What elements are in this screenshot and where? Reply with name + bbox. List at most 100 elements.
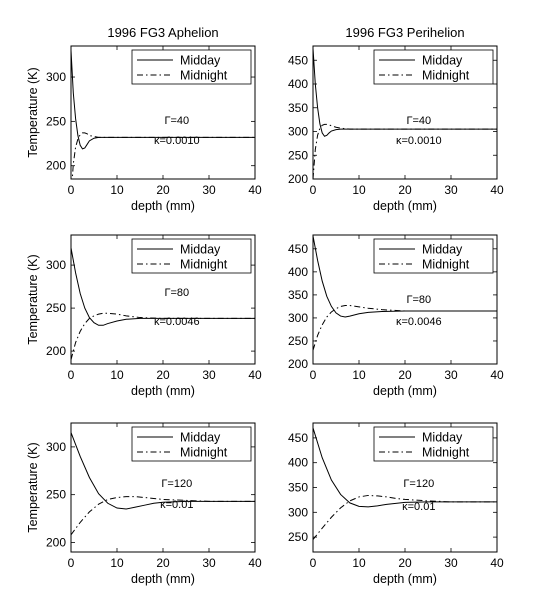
x-tick-label: 30 — [444, 368, 458, 382]
legend-label-midnight: Midnight — [180, 258, 228, 272]
y-tick-label: 450 — [288, 53, 308, 67]
x-tick-label: 30 — [202, 183, 216, 197]
x-axis-label: depth (mm) — [131, 384, 195, 398]
legend-label-midday: Midday — [180, 54, 221, 68]
y-tick-label: 200 — [46, 159, 66, 173]
y-tick-label: 300 — [46, 258, 66, 272]
y-tick-label: 350 — [288, 101, 308, 115]
legend-box — [373, 49, 494, 85]
x-tick-label: 20 — [398, 183, 412, 197]
annotation-kappa: κ=0.0010 — [396, 135, 442, 147]
x-tick-label: 10 — [110, 556, 124, 570]
series-line-midnight — [313, 123, 497, 179]
annotation-gamma: Γ=120 — [403, 478, 434, 490]
series-line-midday — [313, 235, 497, 318]
series-line-midnight — [71, 496, 255, 536]
x-tick-label: 10 — [352, 368, 366, 382]
y-tick-label: 400 — [288, 77, 308, 91]
subplot-5: 0 10 20 30 40 200 250 300 depth (mm) Temperature … — [26, 422, 262, 586]
y-tick-label: 300 — [46, 440, 66, 454]
annotation-gamma: Γ=40 — [406, 115, 431, 127]
series-line-midnight — [71, 132, 255, 179]
x-axis-label: depth (mm) — [373, 572, 437, 586]
annotation-gamma: Γ=80 — [406, 294, 431, 306]
x-tick-label: 0 — [310, 183, 317, 197]
legend-label-midday: Midday — [422, 431, 463, 445]
annotation-gamma: Γ=80 — [164, 287, 189, 299]
x-axis-label: depth (mm) — [373, 199, 437, 213]
y-tick-label: 250 — [46, 488, 66, 502]
series-line-midday — [71, 247, 255, 326]
x-tick-label: 40 — [490, 556, 504, 570]
legend-box — [131, 238, 252, 274]
y-tick-label: 200 — [46, 344, 66, 358]
x-tick-label: 20 — [398, 556, 412, 570]
subplot-1: 0 10 20 30 40 200 250 300 1996 FG3 Aphelion depth… — [26, 25, 262, 213]
x-tick-label: 30 — [202, 368, 216, 382]
x-axis-label: depth (mm) — [373, 384, 437, 398]
annotation-gamma: Γ=120 — [161, 478, 192, 490]
legend-label-midnight: Midnight — [180, 446, 228, 460]
x-tick-label: 40 — [248, 183, 262, 197]
series-line-midday — [71, 432, 255, 510]
x-tick-label: 10 — [352, 556, 366, 570]
series-line-midday — [313, 48, 497, 137]
x-tick-label: 10 — [352, 183, 366, 197]
x-tick-label: 0 — [310, 368, 317, 382]
y-tick-label: 250 — [46, 301, 66, 315]
legend-label-midday: Midday — [180, 431, 221, 445]
annotation-kappa: κ=0.01 — [160, 499, 193, 511]
x-tick-label: 20 — [156, 183, 170, 197]
legend-box — [131, 426, 252, 462]
y-axis-label: Temperature (K) — [26, 67, 40, 157]
subplot-2: 0 10 20 30 40 200 250 300 350 400 450 1996 FG3 Peri… — [288, 25, 504, 213]
legend-label-midday: Midday — [422, 243, 463, 257]
y-tick-label: 400 — [288, 265, 308, 279]
series-line-midday — [313, 427, 497, 508]
x-tick-label: 10 — [110, 183, 124, 197]
x-tick-label: 10 — [110, 368, 124, 382]
annotation-kappa: κ=0.01 — [402, 501, 435, 513]
y-axis-label: Temperature (K) — [26, 254, 40, 344]
chart-title: 1996 FG3 Perihelion — [345, 25, 464, 40]
legend-box — [373, 238, 494, 274]
annotation-gamma: Γ=40 — [164, 115, 189, 127]
x-axis-label: depth (mm) — [131, 199, 195, 213]
series-line-midnight — [313, 304, 497, 351]
y-tick-label: 350 — [288, 288, 308, 302]
y-tick-label: 250 — [288, 334, 308, 348]
y-tick-label: 300 — [288, 311, 308, 325]
subplot-3: 0 10 20 30 40 200 250 300 depth (mm) Temperature … — [26, 234, 262, 398]
x-tick-label: 0 — [68, 556, 75, 570]
x-tick-label: 40 — [248, 556, 262, 570]
legend-box — [373, 426, 494, 462]
legend-box — [131, 49, 252, 85]
x-tick-label: 30 — [202, 556, 216, 570]
legend-label-midnight: Midnight — [422, 69, 470, 83]
x-tick-label: 0 — [68, 183, 75, 197]
x-tick-label: 20 — [156, 368, 170, 382]
x-tick-label: 40 — [490, 183, 504, 197]
annotation-kappa: κ=0.0046 — [396, 316, 442, 328]
x-tick-label: 20 — [398, 368, 412, 382]
series-line-midday — [71, 50, 255, 150]
legend-label-midnight: Midnight — [180, 69, 228, 83]
y-tick-label: 250 — [46, 114, 66, 128]
y-tick-label: 300 — [288, 505, 308, 519]
y-tick-label: 300 — [46, 70, 66, 84]
x-tick-label: 40 — [248, 368, 262, 382]
x-tick-label: 0 — [68, 368, 75, 382]
x-tick-label: 0 — [310, 556, 317, 570]
y-tick-label: 450 — [288, 242, 308, 256]
y-tick-label: 250 — [288, 530, 308, 544]
legend-label-midnight: Midnight — [422, 258, 470, 272]
y-tick-label: 200 — [46, 535, 66, 549]
legend-label-midday: Midday — [180, 243, 221, 257]
legend-label-midday: Midday — [422, 54, 463, 68]
y-tick-label: 200 — [288, 172, 308, 186]
legend-label-midnight: Midnight — [422, 446, 470, 460]
